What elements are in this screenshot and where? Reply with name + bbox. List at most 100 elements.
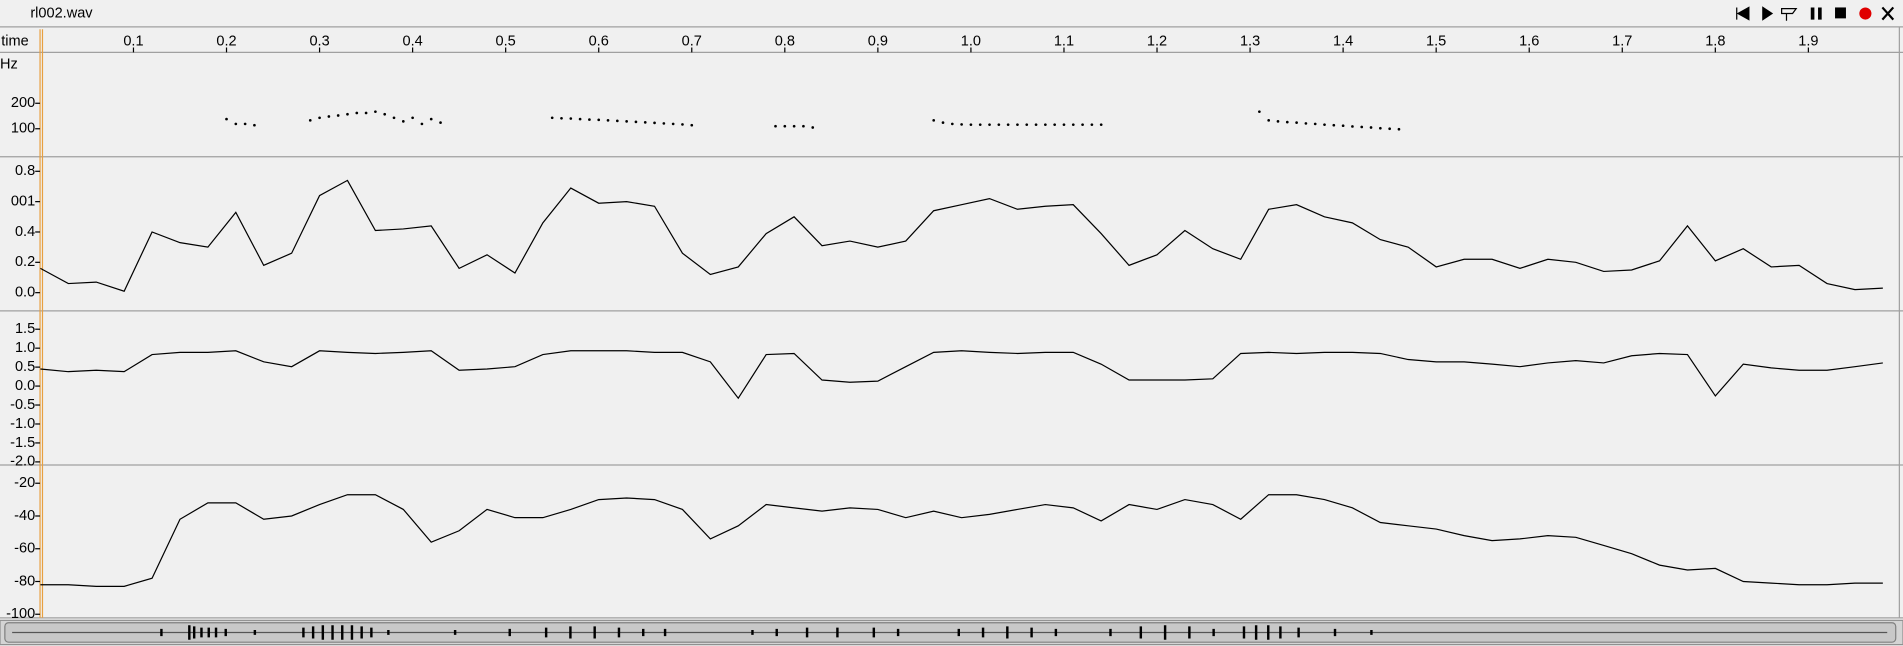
pitch-point [560,116,563,120]
loop-button[interactable] [1781,8,1798,21]
y-tick-label: -80 [14,573,35,589]
pitch-point [1285,120,1289,124]
x-tick-label: 0.1 [123,33,143,49]
pitch-point [690,123,694,127]
pitch-point [1053,123,1056,127]
toolbar [1736,6,1895,21]
pitch-point [997,123,1001,127]
y-axis-unit: Hz [0,56,18,72]
stop-button[interactable] [1835,7,1846,19]
track-line [40,350,1883,400]
pitch-point [1081,123,1084,127]
overview-scrollbar[interactable] [0,619,1903,646]
pitch-point [1276,120,1280,123]
y-tick-label: -1.5 [10,435,35,451]
pitch-point [1388,127,1391,131]
close-button[interactable] [1881,6,1895,21]
pitch-point [364,111,368,115]
pitch-point [234,122,238,126]
y-tick-label: -0.5 [10,397,35,413]
y-tick-label: -60 [14,541,35,557]
pitch-point [1341,124,1345,128]
x-tick-label: 1.3 [1240,33,1260,49]
pitch-point [1034,123,1038,127]
x-tick-label: 1.4 [1333,33,1353,49]
pitch-point [634,120,638,124]
pitch-point [988,123,991,127]
y-tick-label: 100 [11,121,35,137]
pitch-point [569,117,573,120]
y-tick-label: -1.0 [10,416,35,432]
pitch-point [1099,123,1103,127]
rewind-button[interactable] [1736,6,1750,21]
pitch-point [792,124,796,128]
pitch-point [969,123,973,127]
x-tick-label: 0.3 [309,33,329,49]
pitch-point [318,116,321,120]
pitch-point [327,115,331,118]
pitch-point [336,114,340,117]
x-tick-label: 0.5 [496,33,516,49]
x-tick-label: 0.2 [216,33,236,49]
pitch-point [597,118,601,122]
x-tick-label: 1.1 [1054,33,1074,49]
pitch-point [802,124,805,128]
pitch-point [932,119,936,122]
y-tick-label: 001 [11,193,35,209]
y-tick-label: -100 [6,606,35,622]
y-tick-label: 0.4 [15,224,35,240]
y-tick-label: 1.0 [15,340,35,356]
track-line [40,494,1883,587]
y-tick-label: 1.5 [15,321,35,337]
pitch-point [811,126,815,129]
pitch-point [1062,123,1066,127]
track-line [40,179,1883,292]
pitch-point [615,119,619,123]
pitch-point [355,111,359,115]
pitch-point [653,121,656,125]
record-button[interactable] [1859,7,1872,20]
pitch-point [1025,123,1029,127]
x-tick-label: 0.6 [589,33,609,49]
play-button[interactable] [1762,6,1774,21]
x-tick-label: 0.7 [682,33,702,49]
overview-waveform [160,625,1373,640]
pitch-point [550,116,554,120]
pitch-point [1258,110,1261,114]
pitch-point [1332,123,1336,127]
x-tick-label: 1.6 [1519,33,1539,49]
pitch-point [401,120,405,123]
pause-button[interactable] [1810,7,1822,20]
pitch-point [643,121,647,124]
pitch-point [253,123,256,127]
pitch-point [1295,121,1298,124]
pitch-point [950,122,954,126]
pitch-point [346,112,349,116]
y-tick-label: 0.8 [15,163,35,179]
time-axis-label: time [1,33,28,49]
y-tick-label: 0.2 [15,254,35,270]
x-tick-label: 1.9 [1798,33,1818,49]
pitch-point [671,122,675,126]
pitch-point [439,121,442,124]
x-tick-label: 1.8 [1705,33,1725,49]
pitch-point [1016,123,1019,127]
x-tick-label: 1.0 [961,33,981,49]
y-tick-label: 200 [11,95,35,111]
pitch-point [1304,122,1308,125]
pitch-point [429,117,433,121]
pitch-point [1369,126,1373,129]
pitch-point [1360,125,1364,129]
pitch-point [978,123,982,127]
y-tick-label: -40 [14,508,35,524]
y-tick-label: 0.5 [15,359,35,375]
x-tick-label: 0.9 [868,33,888,49]
y-tick-label: -20 [14,475,35,491]
x-tick-label: 1.5 [1426,33,1446,49]
x-tick-label: 0.4 [402,33,422,49]
pitch-point [1090,123,1094,127]
pitch-point [374,110,377,114]
